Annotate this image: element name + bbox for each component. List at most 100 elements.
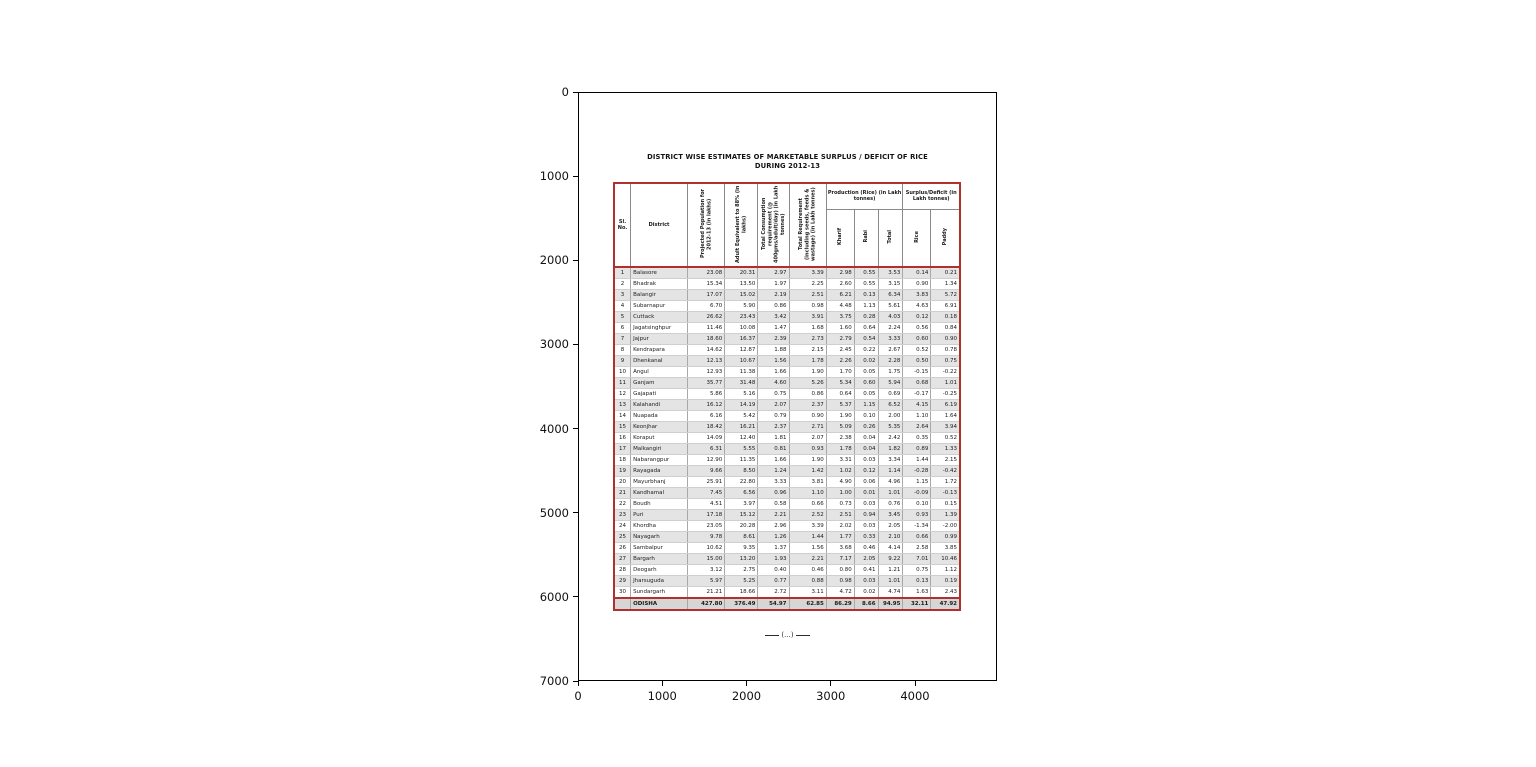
value-cell: 3.33 — [757, 476, 790, 488]
value-cell: 0.58 — [757, 498, 790, 510]
table-row: 23 Puri 17.18 15.12 2.21 2.52 2.51 0.94 3.45 0.93… — [613, 509, 961, 521]
value-cell: 0.52 — [930, 432, 961, 444]
value-cell: 5.72 — [930, 289, 961, 301]
district-cell: Dhenkanal — [630, 355, 689, 367]
value-cell: 1.33 — [930, 443, 961, 455]
value-cell: 1.14 — [877, 465, 904, 477]
value-cell: 3.45 — [877, 509, 904, 521]
table-header: Sl. No. District Projected Population fo… — [613, 182, 961, 268]
value-cell: 25.91 — [687, 476, 726, 488]
district-cell: Bargarh — [630, 553, 689, 565]
table-total-row: ODISHA 427.80 376.49 54.97 62.85 86.29 8.66 94.… — [613, 597, 961, 611]
value-cell: 6.70 — [687, 300, 726, 312]
value-cell: 3.75 — [825, 311, 855, 323]
value-cell: 1.63 — [902, 586, 932, 599]
value-cell: 0.12 — [902, 311, 932, 323]
value-cell: 1.26 — [757, 531, 790, 543]
value-cell: -0.22 — [930, 366, 961, 378]
value-cell: 0.90 — [788, 410, 827, 422]
value-cell: 2.51 — [825, 509, 855, 521]
table-row: 14 Nuapada 6.16 5.42 0.79 0.90 1.90 0.10 2.00 1.1… — [613, 410, 961, 422]
value-cell: 0.88 — [788, 575, 827, 587]
value-cell: 2.21 — [757, 509, 790, 521]
value-cell: 1.77 — [825, 531, 855, 543]
value-cell: 5.86 — [687, 388, 726, 400]
value-cell: 0.22 — [853, 344, 879, 356]
value-cell: 35.77 — [687, 377, 726, 389]
value-cell: 0.12 — [853, 465, 879, 477]
col-header-total-consumption: Total Consumption requirement (@ 400gms/… — [757, 182, 790, 268]
value-cell: 0.60 — [853, 377, 879, 389]
value-cell: 3.12 — [687, 564, 726, 576]
value-cell: 5.61 — [877, 300, 904, 312]
district-cell: Nuapada — [630, 410, 689, 422]
y-tick-label: 7000 — [539, 674, 569, 688]
value-cell: 19 — [613, 465, 632, 477]
table-row: 2 Bhadrak 15.34 13.50 1.97 2.25 2.60 0.55 3.15 0.… — [613, 278, 961, 290]
table-row: 15 Keonjhar 18.42 16.21 2.37 2.71 5.09 0.26 5.35… — [613, 421, 961, 433]
value-cell: 0.77 — [757, 575, 790, 587]
x-tick-label: 3000 — [816, 689, 846, 703]
district-cell: Jharsuguda — [630, 575, 689, 587]
table-row: 6 Jagatsinghpur 11.46 10.08 1.47 1.68 1.60 0.64… — [613, 322, 961, 334]
signature-text: (...) — [781, 631, 794, 639]
value-cell: 0.35 — [902, 432, 932, 444]
col-header-projected-population: Projected Population for 2012-13 (in lak… — [687, 182, 726, 268]
table-row: 3 Balangir 17.07 15.02 2.19 2.51 6.21 0.13 6.34 3… — [613, 289, 961, 301]
value-cell: 0.90 — [902, 278, 932, 290]
value-cell: 1.24 — [757, 465, 790, 477]
value-cell: 6.31 — [687, 443, 726, 455]
value-cell: 2.72 — [757, 586, 790, 599]
value-cell: 2.28 — [877, 355, 904, 367]
table-row: 27 Bargarh 15.00 13.20 1.93 2.21 7.17 2.05 9.22 7… — [613, 553, 961, 565]
value-cell: 1.12 — [930, 564, 961, 576]
x-tick-mark — [577, 681, 579, 686]
x-tick-mark — [830, 681, 832, 686]
value-cell: 8.66 — [853, 597, 879, 611]
value-cell: 1.42 — [788, 465, 827, 477]
value-cell: 2.43 — [930, 586, 961, 599]
value-cell: -0.28 — [902, 465, 932, 477]
value-cell: 1.93 — [757, 553, 790, 565]
value-cell: 1.88 — [757, 344, 790, 356]
value-cell: 0.10 — [853, 410, 879, 422]
table-row: 21 Kandhamal 7.45 6.56 0.96 1.10 1.00 0.01 1.01-… — [613, 487, 961, 499]
value-cell: 2.42 — [877, 432, 904, 444]
district-cell: Rayagada — [630, 465, 689, 477]
value-cell: 62.85 — [788, 597, 827, 611]
value-cell: 3.68 — [825, 542, 855, 554]
value-cell: 9.35 — [724, 542, 759, 554]
value-cell: 1.97 — [757, 278, 790, 290]
value-cell: 0.76 — [877, 498, 904, 510]
value-cell: 3.34 — [877, 454, 904, 466]
district-cell: Koraput — [630, 432, 689, 444]
value-cell: 2.64 — [902, 421, 932, 433]
x-tick-label: 2000 — [731, 689, 762, 703]
value-cell: 27 — [613, 553, 632, 565]
value-cell: -0.09 — [902, 487, 932, 499]
value-cell: 11.38 — [724, 366, 759, 378]
value-cell: 1.10 — [788, 487, 827, 499]
district-cell: Boudh — [630, 498, 689, 510]
col-header-total-requirement: Total Requirement (including seeds, feed… — [788, 182, 827, 268]
value-cell: 0.55 — [853, 278, 879, 290]
value-cell: 16.21 — [724, 421, 759, 433]
district-cell: Cuttack — [630, 311, 689, 323]
value-cell: 0.75 — [757, 388, 790, 400]
value-cell: 7.01 — [902, 553, 932, 565]
y-tick-label: 3000 — [539, 337, 569, 352]
value-cell: 3 — [613, 289, 632, 301]
value-cell: 0.41 — [853, 564, 879, 576]
value-cell: 2.60 — [825, 278, 855, 290]
value-cell: 4.15 — [902, 399, 932, 411]
table-row: 29 Jharsuguda 5.97 5.25 0.77 0.88 0.98 0.03 1.01… — [613, 575, 961, 587]
signature-line-left — [765, 634, 780, 636]
value-cell: 3.39 — [788, 520, 827, 532]
value-cell: 0.55 — [853, 267, 879, 279]
value-cell: 6.52 — [877, 399, 904, 411]
value-cell: 0.04 — [853, 432, 879, 444]
district-cell: Sambalpur — [630, 542, 689, 554]
value-cell: 3.81 — [788, 476, 827, 488]
value-cell: 14 — [613, 410, 632, 422]
value-cell: 3.31 — [825, 454, 855, 466]
